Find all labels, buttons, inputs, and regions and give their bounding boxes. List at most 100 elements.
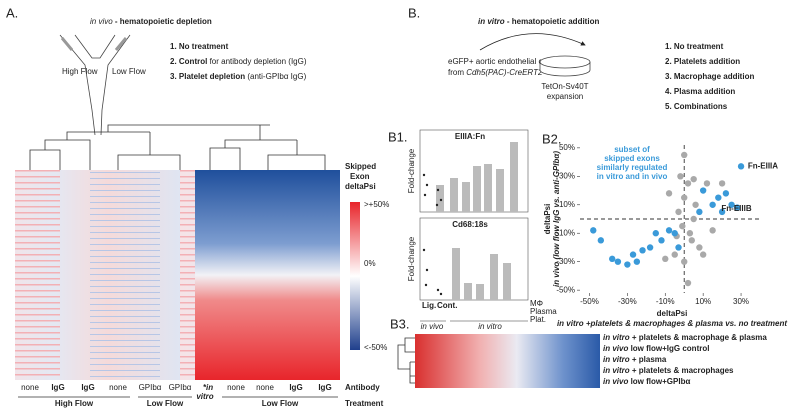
row-label-rest: + plasma	[630, 355, 667, 364]
x-tick-label: 30%	[733, 297, 749, 306]
point	[684, 180, 692, 187]
y-axis-label: Fold-change	[407, 236, 416, 281]
point	[629, 251, 637, 258]
point	[614, 258, 622, 265]
chart-title: Cd68:18s	[452, 220, 488, 229]
point	[699, 187, 707, 194]
legend-title: Skipped	[345, 162, 376, 171]
list-item: 1. No treatment	[170, 42, 229, 51]
list-item: 4. Plasma addition	[665, 87, 735, 96]
point	[699, 251, 707, 258]
point	[681, 151, 688, 159]
x-label: Lig.	[422, 301, 436, 310]
condition-label: Plat.	[530, 315, 546, 324]
point	[737, 163, 745, 170]
heatmap	[195, 170, 340, 380]
point	[692, 201, 699, 208]
panel-label: B3.	[390, 316, 410, 331]
row-label: Treatment	[345, 399, 384, 408]
arrow	[479, 33, 586, 51]
x-tick-label: -10%	[656, 297, 675, 306]
row-label-italic: in vitro	[603, 355, 630, 364]
dish-label: TetOn-Sv40T	[541, 82, 588, 91]
row-label: in vitro + platelets & macrophage & plas…	[603, 333, 767, 342]
list-item: 3. Platelet depletion (anti-GPIbα IgG)	[170, 72, 307, 81]
point	[646, 244, 654, 251]
point	[709, 201, 716, 208]
point	[722, 190, 730, 197]
point	[690, 175, 697, 183]
group-label: Low Flow	[262, 399, 299, 408]
y-tick-label: -30%	[556, 257, 575, 266]
legend-title: deltaPsi	[345, 182, 376, 191]
row-label: in vitro + plasma	[603, 355, 667, 364]
x-label: Cont.	[437, 301, 457, 310]
condition-label: MΦ	[530, 299, 543, 308]
point	[665, 227, 673, 234]
colorbar-label: 0%	[364, 259, 376, 268]
row-label: in vitro + platelets & macrophages	[603, 366, 734, 375]
list-item: 2. Platelets addition	[665, 57, 740, 66]
y-axis-label: Fold-change	[407, 148, 416, 193]
dendrogram	[29, 124, 326, 170]
row-label-rest: + platelets & macrophage & plasma	[630, 333, 768, 342]
dish	[539, 55, 591, 77]
colorbar-label: >+50%	[364, 200, 389, 209]
row-label-rest: low flow+IgG control	[628, 344, 709, 353]
x-tick-label: -50%	[580, 297, 599, 306]
point	[690, 215, 697, 223]
point	[652, 230, 659, 237]
column-label: none	[109, 383, 127, 392]
group-label: High Flow	[55, 399, 94, 408]
y-axis-label: in vivo (low flow IgG vs. anti-GPIbα)	[552, 151, 561, 287]
y-axis-label: deltaPsi	[543, 204, 552, 235]
point	[624, 261, 631, 268]
vessel-label: Low Flow	[112, 67, 146, 76]
row-label-rest: low flow+GPIbα	[628, 377, 690, 386]
row-label-italic: in vivo	[603, 377, 628, 386]
row-label-italic: in vitro	[603, 366, 630, 375]
point	[696, 208, 703, 216]
panel-title: in vitro - hematopoietic addition	[478, 17, 599, 26]
x-axis-label: in vitro +platelets & macrophages & plas…	[557, 319, 787, 328]
annotation: skipped exons	[604, 154, 660, 163]
cell-text: eGFP+ aortic endothelial cells	[448, 57, 555, 66]
row-label: in vivo low flow+GPIbα	[603, 377, 690, 386]
point	[715, 194, 722, 201]
point	[681, 194, 688, 201]
y-tick-label: 10%	[559, 200, 575, 209]
point	[681, 258, 688, 265]
column-label: IgG	[318, 383, 331, 392]
y-tick-label: 30%	[559, 171, 575, 180]
point	[688, 237, 695, 244]
column-label: IgG	[51, 383, 64, 392]
point	[679, 222, 686, 230]
point	[718, 208, 726, 216]
annotation: subset of	[614, 145, 650, 154]
column-label: none	[21, 383, 39, 392]
colorbar	[350, 202, 360, 350]
y-tick-label: 50%	[559, 143, 575, 152]
panel-label: A.	[6, 5, 18, 20]
point	[590, 227, 597, 234]
dish-label: expansion	[547, 92, 583, 101]
column-label: none	[256, 383, 274, 392]
point	[658, 237, 665, 244]
column-label: none	[227, 383, 245, 392]
column-label: GPIbα	[169, 383, 192, 392]
condition-label: Plasma	[530, 307, 557, 316]
annotation: in vitro and in vivo	[597, 172, 668, 181]
point	[633, 258, 641, 265]
y-tick-label: -50%	[556, 285, 575, 294]
point	[718, 180, 726, 187]
row-label-italic: in vitro	[603, 333, 630, 342]
heatmap	[15, 170, 195, 380]
panel-label: B1.	[388, 129, 408, 144]
point	[675, 208, 682, 216]
list-item: 5. Combinations	[665, 102, 728, 111]
colorbar-label: <-50%	[364, 343, 387, 352]
point	[686, 230, 694, 237]
list-item: 1. No treatment	[665, 42, 724, 51]
list-item: 3. Macrophage addition	[665, 72, 754, 81]
